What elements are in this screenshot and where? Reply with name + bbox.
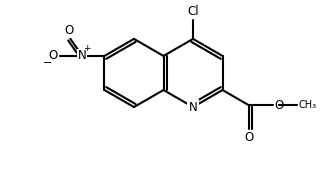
Text: Cl: Cl: [187, 6, 199, 19]
Text: O: O: [48, 49, 58, 62]
Text: +: +: [83, 44, 91, 53]
Text: −: −: [43, 58, 52, 68]
Text: O: O: [245, 131, 254, 144]
Text: CH₃: CH₃: [298, 100, 316, 110]
Text: O: O: [275, 99, 284, 112]
Text: N: N: [189, 101, 198, 114]
Text: N: N: [78, 49, 87, 62]
Text: O: O: [64, 24, 73, 37]
